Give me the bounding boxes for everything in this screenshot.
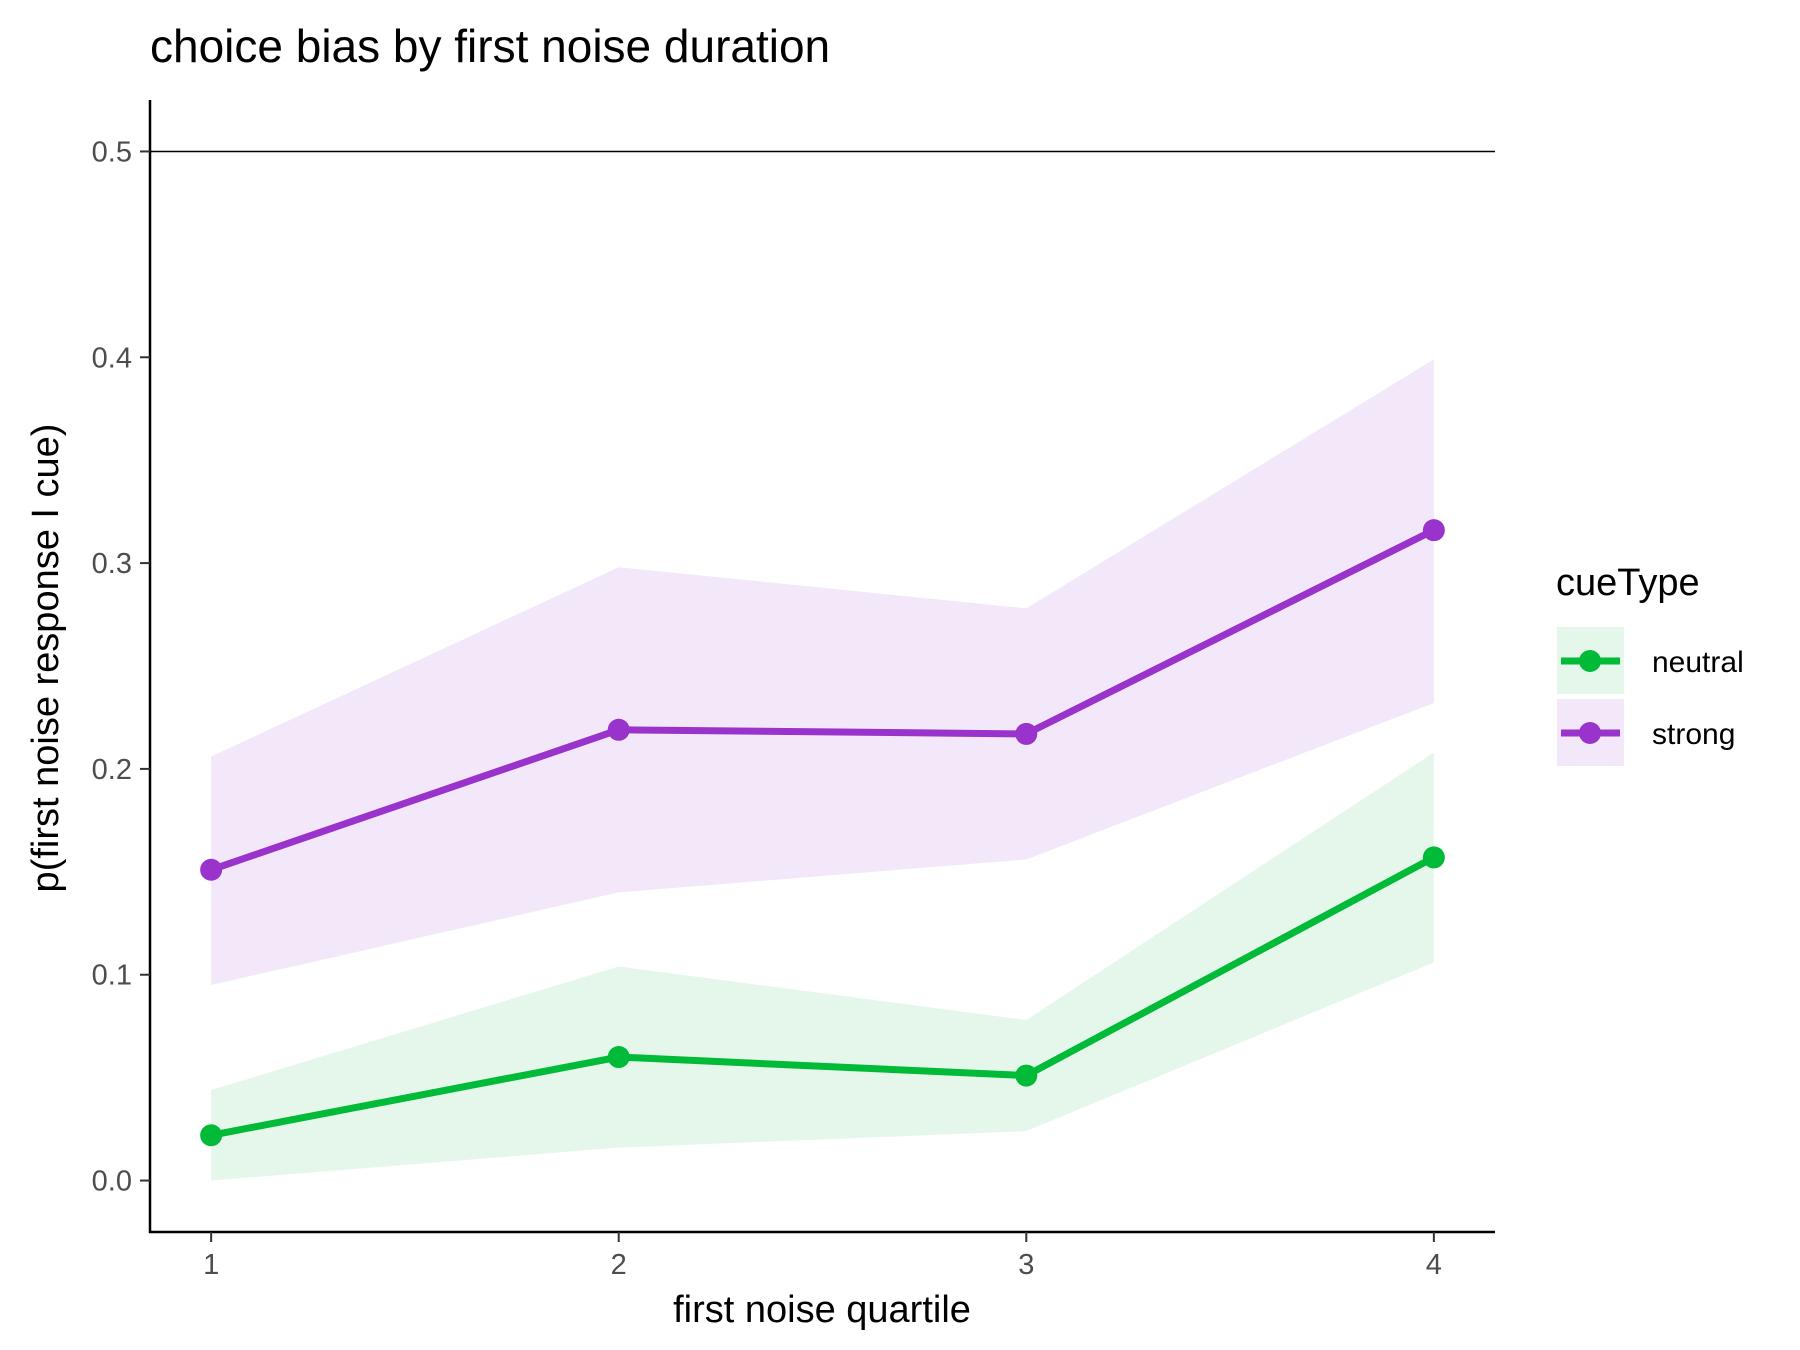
x-axis-title: first noise quartile — [673, 1289, 971, 1331]
chart-title: choice bias by first noise duration — [150, 20, 830, 72]
legend-item-strong: strong — [1557, 699, 1735, 766]
y-axis-title: p(first noise response I cue) — [25, 424, 67, 893]
y-tick-label: 0.2 — [92, 754, 132, 786]
series-lines — [209, 527, 1436, 1139]
data-point-neutral — [607, 1046, 630, 1069]
y-axis-ticks: 0.0 0.1 0.2 0.3 0.4 0.5 — [92, 136, 150, 1198]
legend-title: cueType — [1556, 562, 1700, 604]
data-point-neutral — [1015, 1064, 1038, 1087]
legend-label: neutral — [1652, 646, 1744, 679]
data-point-strong — [1015, 722, 1038, 745]
legend-key-point — [1579, 650, 1601, 672]
x-tick-label: 4 — [1426, 1249, 1442, 1281]
y-tick-label: 0.1 — [92, 960, 132, 992]
data-point-strong — [607, 718, 630, 741]
data-point-neutral — [1422, 846, 1445, 869]
x-tick-label: 1 — [203, 1249, 219, 1281]
series-line-strong — [209, 527, 1436, 874]
legend-items: neutral strong — [1557, 627, 1744, 766]
legend-label: strong — [1652, 718, 1735, 751]
y-tick-label: 0.5 — [92, 136, 132, 168]
data-point-strong — [1422, 519, 1445, 542]
data-point-strong — [200, 858, 223, 881]
series-line-neutral — [210, 854, 1436, 1139]
series-points — [200, 519, 1445, 1147]
legend: cueType neutral strong — [1556, 562, 1744, 766]
data-point-neutral — [200, 1124, 223, 1147]
x-tick-label: 3 — [1018, 1249, 1034, 1281]
x-tick-label: 2 — [611, 1249, 627, 1281]
y-tick-label: 0.3 — [92, 548, 132, 580]
confidence-ribbons — [211, 359, 1434, 1181]
ribbon-strong — [211, 359, 1434, 986]
axes: 0.0 0.1 0.2 0.3 0.4 0.5 1 2 3 4 — [92, 100, 1495, 1281]
y-tick-label: 0.4 — [92, 342, 132, 374]
legend-item-neutral: neutral — [1557, 627, 1744, 694]
y-tick-label: 0.0 — [92, 1166, 132, 1198]
x-axis-ticks: 1 2 3 4 — [203, 1232, 1442, 1281]
legend-key-point — [1579, 722, 1601, 744]
